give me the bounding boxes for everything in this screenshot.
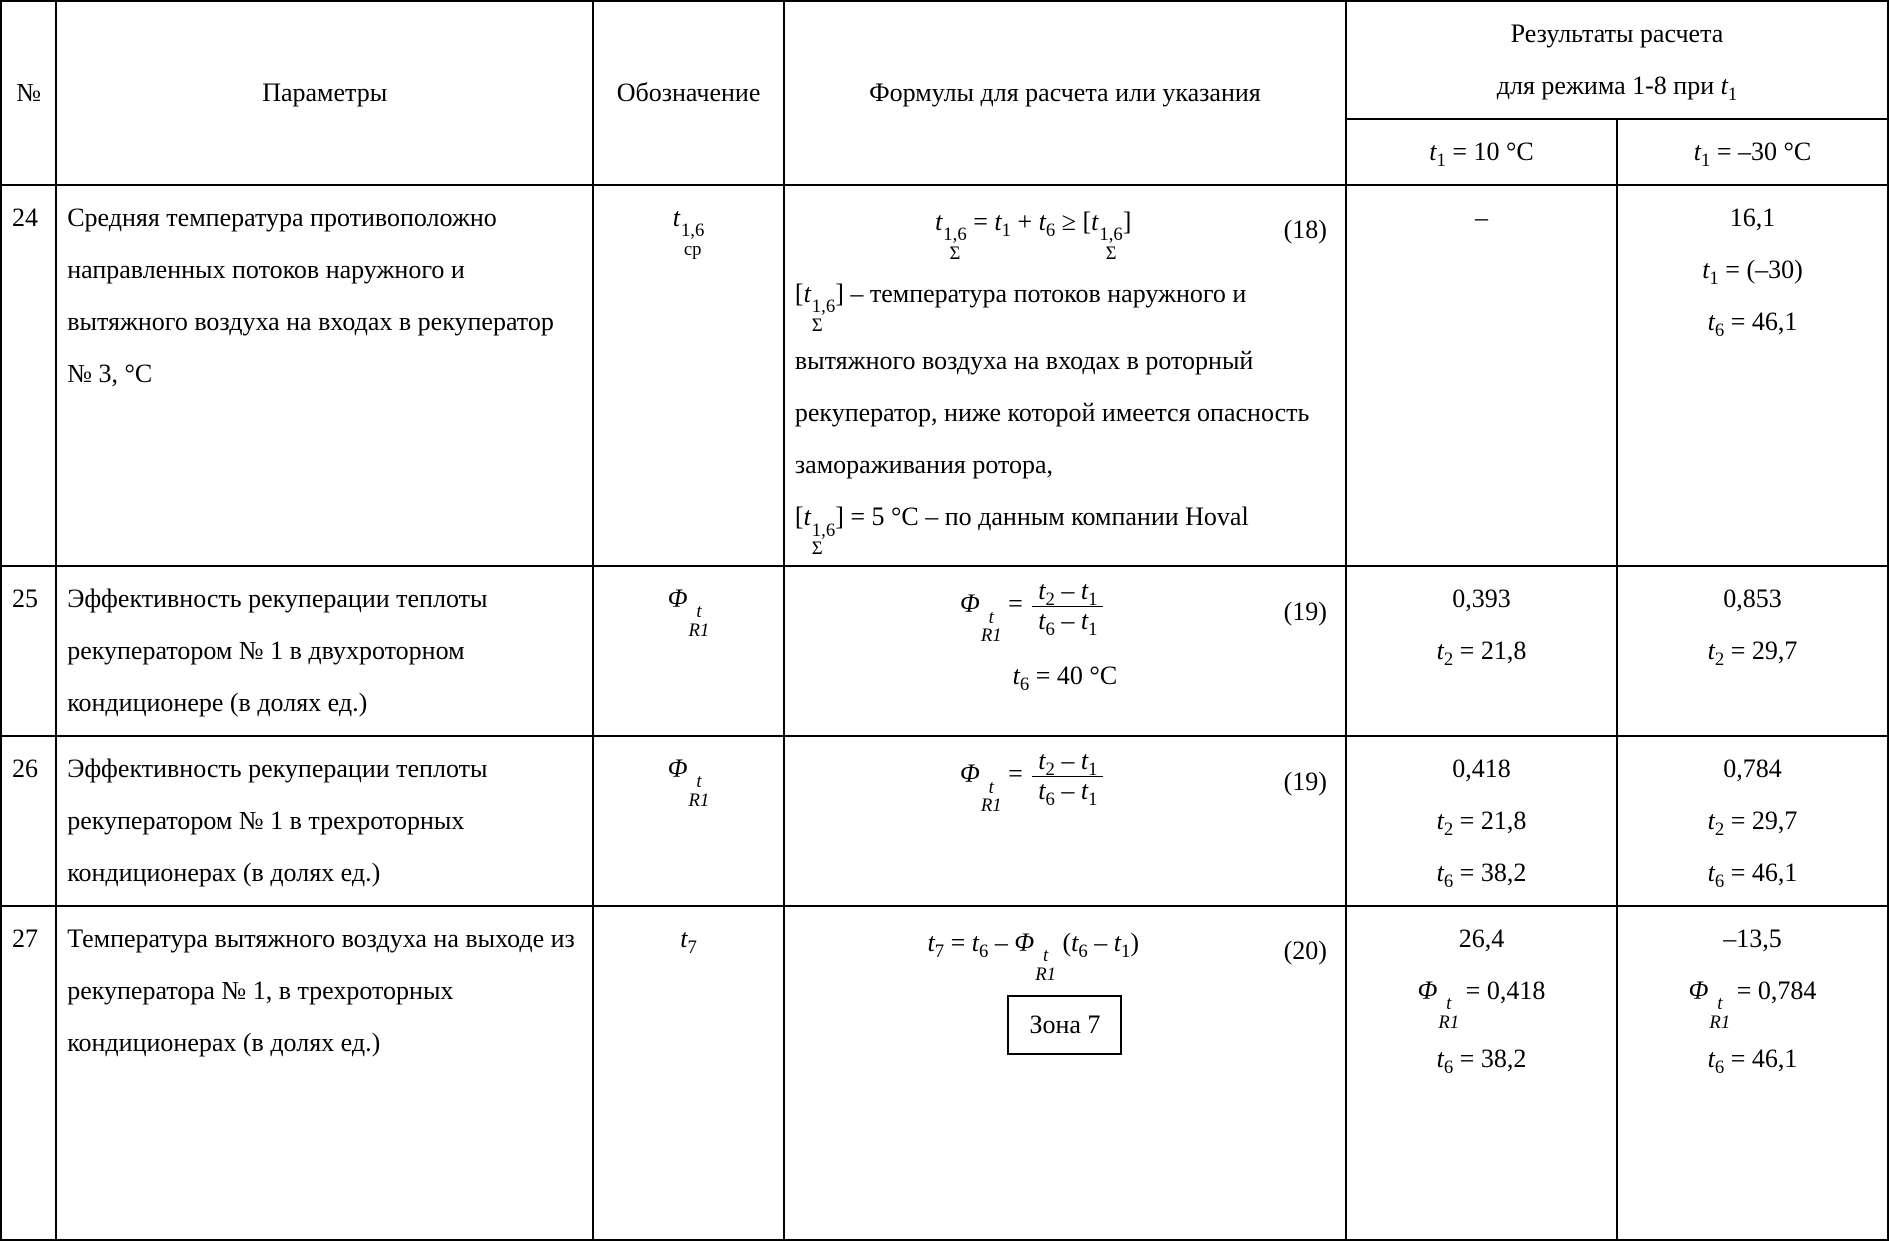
table-row: 27 Температура вытяжного воздуха на выхо… (1, 906, 1888, 1240)
table-row: 26 Эффективность рекуперации теплоты рек… (1, 736, 1888, 906)
row-symbol: ΦtR1 (593, 736, 784, 906)
table-row: 25 Эффективность рекуперации теплоты рек… (1, 566, 1888, 736)
equation-number: (19) (1284, 586, 1335, 638)
col-result-minus30c: t1 = –30 °C (1617, 119, 1888, 185)
row-result-minus30c: 0,784 t2 = 29,7 t6 = 46,1 (1617, 736, 1888, 906)
row-symbol: t1,6ср (593, 185, 784, 566)
row-result-minus30c: –13,5 ΦtR1 = 0,784 t6 = 46,1 (1617, 906, 1888, 1240)
row-number: 27 (1, 906, 56, 1240)
row-symbol: t7 (593, 906, 784, 1240)
row-formula: ΦtR1 = t2 – t1t6 – t1 (19) (784, 736, 1346, 906)
row-formula: t1,6Σ = t1 + t6 ≥ [t1,6Σ] (18) [t1,6Σ] –… (784, 185, 1346, 566)
row-param: Эффективность рекуперации теплоты рекупе… (56, 736, 593, 906)
col-param-header: Параметры (56, 1, 593, 185)
row-param: Температура вытяжного воздуха на выходе … (56, 906, 593, 1240)
row-number: 24 (1, 185, 56, 566)
row-result-10c: – (1346, 185, 1617, 566)
header-row-1: № Параметры Обозначение Формулы для расч… (1, 1, 1888, 119)
row-param: Средняя температура противоположно напра… (56, 185, 593, 566)
row-formula: t7 = t6 – ΦtR1 (t6 – t1) (20) Зона 7 (784, 906, 1346, 1240)
row-formula: ΦtR1 = t2 – t1t6 – t1 (19) t6 = 40 °C (784, 566, 1346, 736)
row-result-minus30c: 16,1 t1 = (–30) t6 = 46,1 (1617, 185, 1888, 566)
row-result-10c: 0,393 t2 = 21,8 (1346, 566, 1617, 736)
col-symbol-header: Обозначение (593, 1, 784, 185)
zone-box: Зона 7 (1007, 995, 1122, 1055)
row-result-10c: 26,4 ΦtR1 = 0,418 t6 = 38,2 (1346, 906, 1617, 1240)
col-number-header: № (1, 1, 56, 185)
row-result-minus30c: 0,853 t2 = 29,7 (1617, 566, 1888, 736)
col-formula-header: Формулы для расчета или указания (784, 1, 1346, 185)
row-number: 25 (1, 566, 56, 736)
calc-table: № Параметры Обозначение Формулы для расч… (0, 0, 1889, 1241)
col-results-header: Результаты расчета для режима 1-8 при t1 (1346, 1, 1888, 119)
row-param: Эффективность рекуперации теплоты рекупе… (56, 566, 593, 736)
equation-number: (20) (1284, 925, 1335, 977)
equation-number: (19) (1284, 756, 1335, 808)
row-result-10c: 0,418 t2 = 21,8 t6 = 38,2 (1346, 736, 1617, 906)
row-symbol: ΦtR1 (593, 566, 784, 736)
table-row: 24 Средняя температура противоположно на… (1, 185, 1888, 566)
row-number: 26 (1, 736, 56, 906)
col-result-10c: t1 = 10 °C (1346, 119, 1617, 185)
equation-number: (18) (1284, 204, 1335, 256)
